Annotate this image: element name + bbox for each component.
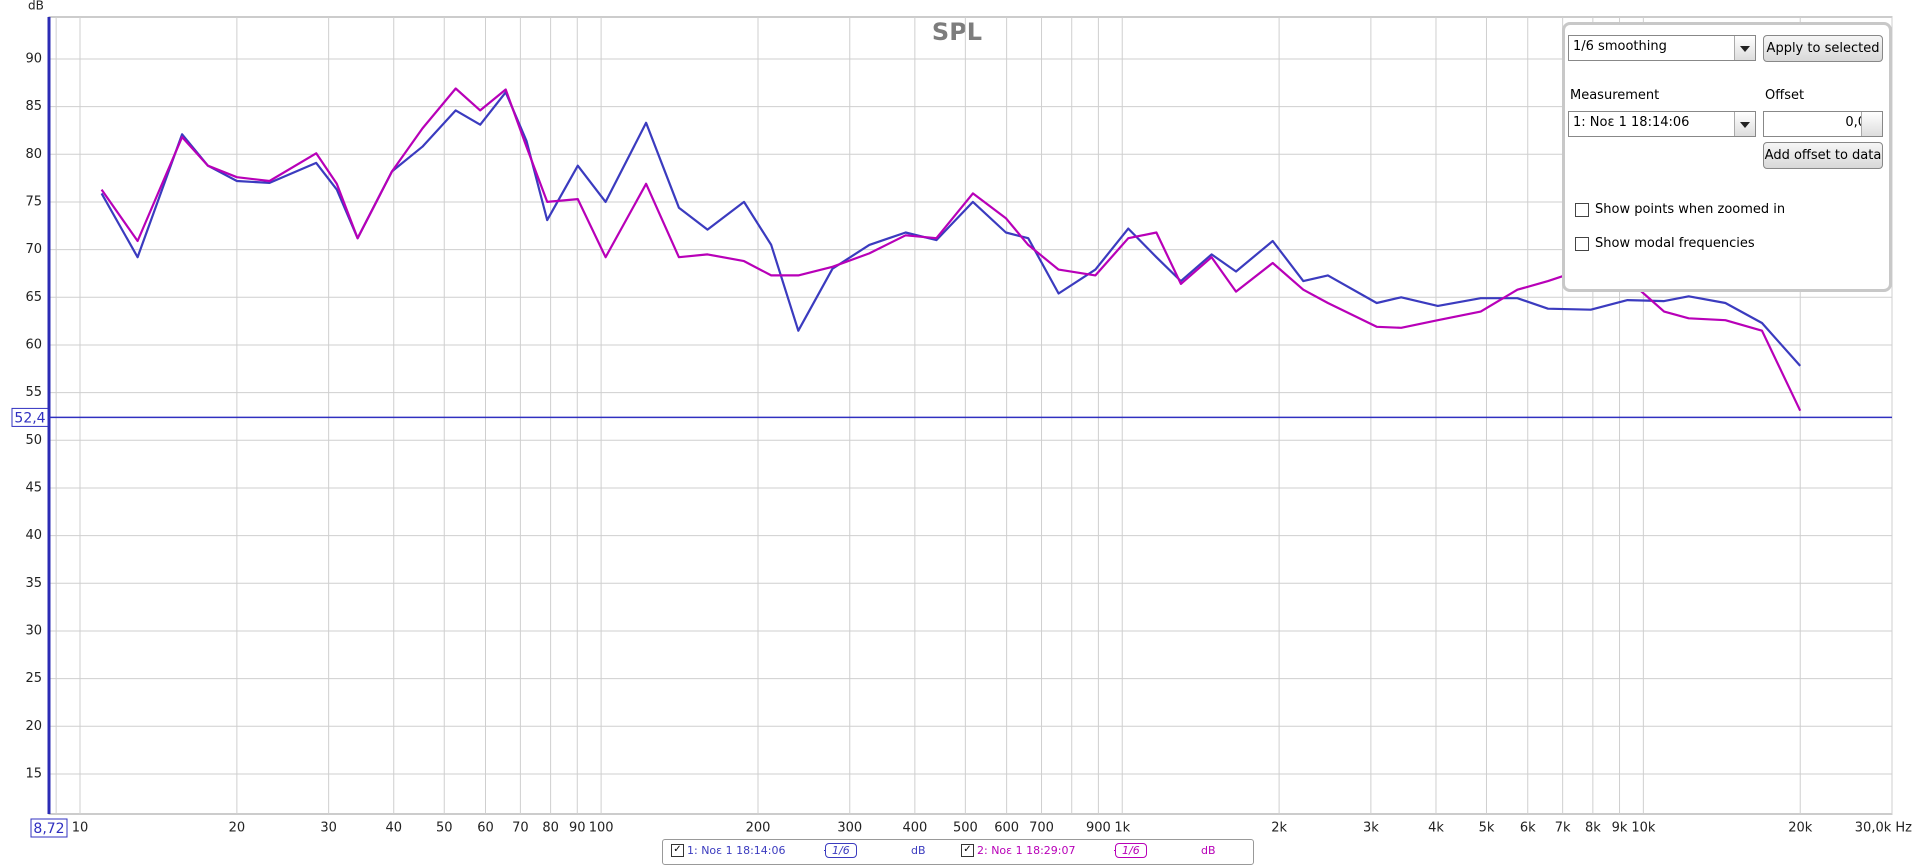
y-tick-label: 60 bbox=[25, 337, 42, 352]
x-tick-label: 30 bbox=[320, 821, 337, 836]
x-tick-label: 10k bbox=[1631, 821, 1656, 836]
x-tick-label: 70 bbox=[512, 821, 529, 836]
x-tick-label: 30,0k Hz bbox=[1855, 821, 1912, 836]
y-cursor-label: 52,4 bbox=[14, 410, 45, 426]
apply-button[interactable]: Apply to selected bbox=[1763, 35, 1883, 62]
legend-checkbox[interactable]: ✓ bbox=[671, 844, 684, 857]
legend: ✓ 1: Nοε 1 18:14:06 1/6 dB ✓ 2: Nοε 1 18:29:0… bbox=[662, 839, 1254, 865]
y-tick-label: 30 bbox=[25, 623, 42, 638]
x-tick-label: 500 bbox=[953, 821, 978, 836]
y-tick-label: 20 bbox=[25, 719, 42, 734]
y-tick-label: 15 bbox=[25, 766, 42, 781]
x-tick-label: 90 bbox=[569, 821, 586, 836]
legend-unit: dB bbox=[1201, 844, 1216, 857]
x-tick-label: 200 bbox=[746, 821, 771, 836]
measurement-dropdown[interactable]: 1: Νοε 1 18:14:06 bbox=[1568, 111, 1756, 137]
chart-title: SPL bbox=[932, 18, 982, 46]
legend-checkbox[interactable]: ✓ bbox=[961, 844, 974, 857]
y-axis-unit: dB bbox=[28, 0, 44, 13]
x-tick-label: 80 bbox=[542, 821, 559, 836]
y-tick-label: 35 bbox=[25, 576, 42, 591]
series-line bbox=[100, 87, 1802, 412]
legend-smoothing: 1/6 bbox=[1115, 843, 1147, 858]
measurement-value: 1: Νοε 1 18:14:06 bbox=[1573, 115, 1690, 130]
show-points-checkbox[interactable] bbox=[1575, 203, 1589, 217]
x-tick-label: 700 bbox=[1029, 821, 1054, 836]
y-tick-label: 90 bbox=[25, 51, 42, 66]
legend-unit: dB bbox=[911, 844, 926, 857]
y-tick-label: 45 bbox=[25, 480, 42, 495]
x-tick-label: 3k bbox=[1363, 821, 1379, 836]
y-tick-label: 65 bbox=[25, 290, 42, 305]
x-tick-label: 7k bbox=[1555, 821, 1571, 836]
y-tick-label: 75 bbox=[25, 194, 42, 209]
measurement-label: Measurement bbox=[1570, 88, 1660, 103]
smoothing-value: 1/6 smoothing bbox=[1573, 39, 1667, 54]
x-tick-label: 600 bbox=[994, 821, 1019, 836]
x-tick-label: 5k bbox=[1479, 821, 1495, 836]
x-tick-label: 10 bbox=[72, 821, 89, 836]
x-tick-label: 100 bbox=[589, 821, 614, 836]
x-tick-label: 1k bbox=[1114, 821, 1130, 836]
y-cursor-box bbox=[11, 407, 49, 427]
x-tick-label: 8k bbox=[1585, 821, 1601, 836]
add-offset-button[interactable]: Add offset to data bbox=[1763, 142, 1883, 169]
x-tick-label: 900 bbox=[1086, 821, 1111, 836]
x-tick-label: 50 bbox=[436, 821, 453, 836]
smoothing-dropdown[interactable]: 1/6 smoothing bbox=[1568, 35, 1756, 61]
y-tick-label: 85 bbox=[25, 99, 42, 114]
x-cursor-box bbox=[30, 818, 68, 838]
offset-input[interactable]: 0,0 bbox=[1763, 111, 1883, 137]
x-tick-label: 6k bbox=[1520, 821, 1536, 836]
x-tick-label: 300 bbox=[837, 821, 862, 836]
y-tick-label: 25 bbox=[25, 671, 42, 686]
y-tick-label: 80 bbox=[25, 147, 42, 162]
legend-name: 1: Nοε 1 18:14:06 bbox=[687, 844, 786, 857]
x-tick-label: 40 bbox=[385, 821, 402, 836]
y-tick-label: 50 bbox=[25, 433, 42, 448]
x-tick-label: 60 bbox=[477, 821, 494, 836]
show-modal-checkbox[interactable] bbox=[1575, 237, 1589, 251]
x-tick-label: 9k bbox=[1612, 821, 1628, 836]
show-points-label: Show points when zoomed in bbox=[1595, 202, 1786, 217]
controls-panel: 1/6 smoothing Apply to selected Measurem… bbox=[1562, 22, 1892, 292]
legend-name: 2: Nοε 1 18:29:07 bbox=[977, 844, 1076, 857]
offset-label: Offset bbox=[1765, 88, 1805, 103]
series-lines bbox=[100, 87, 1802, 412]
show-modal-label: Show modal frequencies bbox=[1595, 236, 1755, 251]
offset-value: 0,0 bbox=[1845, 115, 1866, 130]
x-tick-label: 2k bbox=[1271, 821, 1287, 836]
y-tick-label: 55 bbox=[25, 385, 42, 400]
legend-smoothing: 1/6 bbox=[825, 843, 857, 858]
x-cursor-label: 8,72 bbox=[33, 821, 64, 837]
x-tick-label: 4k bbox=[1428, 821, 1444, 836]
y-tick-label: 40 bbox=[25, 528, 42, 543]
x-tick-label: 400 bbox=[902, 821, 927, 836]
y-tick-label: 70 bbox=[25, 242, 42, 257]
x-tick-label: 20k bbox=[1788, 821, 1813, 836]
x-tick-label: 20 bbox=[229, 821, 246, 836]
